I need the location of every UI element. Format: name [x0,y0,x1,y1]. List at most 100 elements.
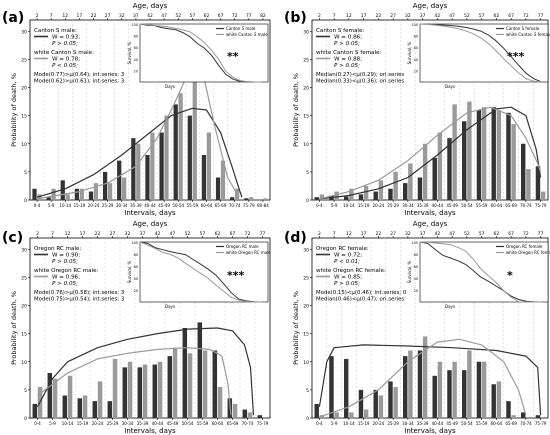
top-tick-label: 37 [420,231,426,237]
legend-w: W = 0.86; [334,35,362,41]
mode-line: Median(0.46)<μ(0.47); ori.series [316,297,404,303]
bar-series-1 [137,367,143,418]
x-axis-title: Intervals, days [124,209,176,217]
significance-stars: *** [227,269,245,282]
bar-series-2 [437,132,443,200]
bar-series-1 [88,191,94,200]
inset-legend-label: white Oregon RC male [226,250,271,255]
bar-series-1 [47,373,53,418]
panel-label: (c) [2,230,23,246]
x-tick-label: 10-14 [62,421,74,426]
bar-series-2 [408,350,413,418]
top-tick-label: 27 [110,231,116,237]
inset-x-title: Days [445,84,455,89]
bar-series-1 [187,115,192,200]
top-tick-label: 22 [91,13,97,19]
bar-series-2 [172,347,178,418]
inset-frame [419,23,549,83]
y-tick-label: 15 [21,332,27,338]
bar-series-1 [314,197,319,200]
bar-series-2 [263,198,268,200]
x-tick-label: 40-44 [432,421,444,426]
bar-series-1 [373,389,378,418]
x-tick-label: 60-64 [201,203,213,208]
top-tick-label: 57 [200,231,206,237]
bar-series-2 [319,194,325,200]
y-tick-label: 20 [303,86,309,92]
bar-series-1 [462,370,467,418]
top-tick-label: 32 [119,13,125,19]
top-tick-label: 77 [538,231,544,237]
bar-series-2 [378,180,384,200]
legend-p: P > 0.05; [334,63,360,69]
x-tick-label: 55-59 [476,421,488,426]
x-tick-label: 25-29 [102,203,114,208]
top-tick-label: 72 [523,13,529,19]
bar-series-1 [77,398,83,418]
inset-survival-curve-1 [139,23,262,83]
bar-series-1 [242,409,248,418]
fit-curve-series-1 [36,327,255,416]
x-tick-label: 55-59 [187,203,199,208]
bar-series-2 [437,361,443,418]
top-tick-label: 42 [435,13,441,19]
y-tick-label: 0 [306,198,309,204]
top-tick-label: 52 [464,231,470,237]
inset-survival-curve-2 [139,23,262,83]
top-tick-label: 42 [147,13,153,19]
x-tick-label: 25-29 [107,421,119,426]
top-tick-label: 42 [435,231,441,237]
legend-p: P < 0.05; [52,63,78,69]
bar-series-2 [97,381,103,418]
bar-series-2 [136,143,141,200]
bar-series-2 [249,197,254,200]
top-tick-label: 52 [464,13,470,19]
inset-y-tick-label: 40 [414,58,418,62]
top-tick-label: 2 [318,231,321,237]
bar-series-2 [378,395,384,418]
bar-series-2 [220,160,226,200]
bar-series-2 [206,132,211,200]
top-tick-label: 62 [215,231,221,237]
mode-line: Mode(0.62)>μ(0.61); int.series; 3 [34,79,124,85]
bar-series-2 [82,395,88,418]
bar-series-2 [496,110,502,200]
legend-w: W = 0.93; [52,35,80,41]
x-tick-label: 10-14 [343,203,355,208]
bar-series-2 [51,188,56,200]
y-axis-title: Probability of death, % [10,291,18,365]
legend-p: P > 0.05; [52,259,78,265]
bar-series-1 [215,177,221,200]
y-tick-label: 15 [303,114,309,120]
bar-series-1 [173,104,178,200]
top-tick-label: 57 [479,13,485,19]
bar-series-1 [344,358,349,418]
bar-series-1 [329,356,334,418]
top-tick-label: 82 [260,13,266,19]
y-tick-label: 10 [303,360,309,366]
top-axis-title: Age, days [413,2,448,10]
bar-series-2 [526,169,531,200]
bar-series-1 [417,350,423,418]
legend-name: white Canton S male: [34,50,94,56]
top-tick-label: 72 [232,13,238,19]
bar-series-1 [122,367,128,418]
x-axis-title: Intervals, days [404,427,456,435]
bar-series-1 [201,155,207,200]
y-tick-label: 25 [303,57,309,63]
bar-series-1 [535,166,541,200]
bar-series-1 [46,197,51,200]
inset-y-tick-label: 80 [134,35,138,39]
bar-series-2 [65,194,70,200]
top-tick-label: 27 [390,13,396,19]
legend-p: P > 0.05; [334,41,360,47]
top-axis-title: Age, days [413,220,448,228]
bar-series-1 [244,198,249,200]
top-tick-label: 22 [95,231,101,237]
y-tick-label: 10 [303,142,309,148]
x-tick-label: 15-19 [74,203,86,208]
bar-series-2 [452,361,457,418]
bar-series-2 [79,188,84,200]
